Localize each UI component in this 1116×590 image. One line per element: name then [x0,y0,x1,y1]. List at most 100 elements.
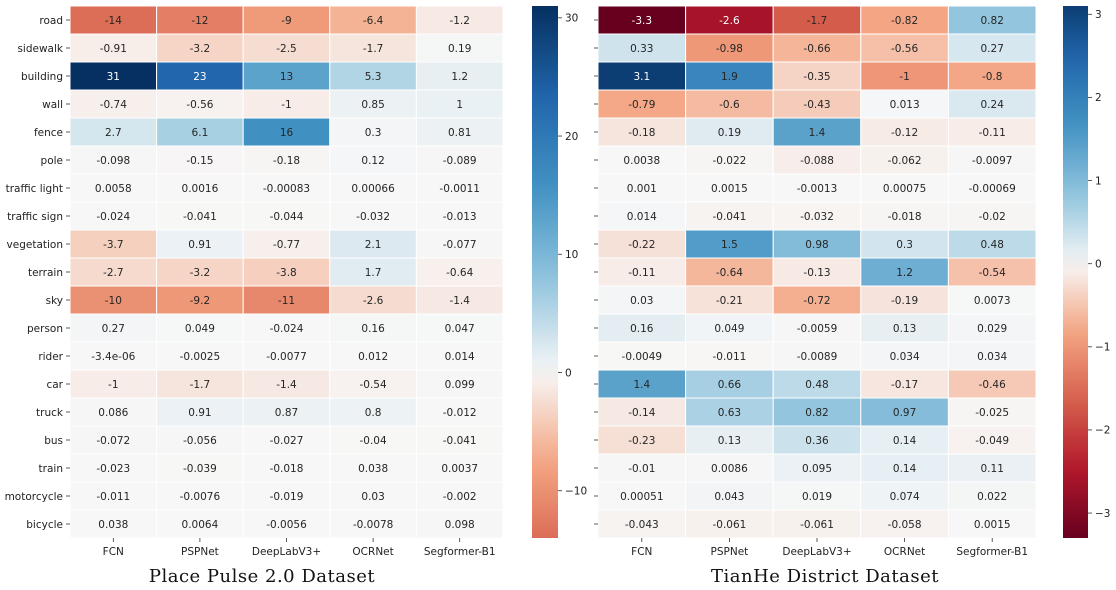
heatmap-cell [947,229,1037,259]
heatmap-cell [772,61,862,91]
heatmap-cell [597,201,687,231]
cell-value-label: -0.049 [975,435,1009,447]
cell-value-label: 31 [107,71,120,83]
heatmap-cell [156,117,244,147]
column-label: Segformer-B1 [956,546,1028,558]
colorbar [1063,6,1088,538]
cell-value-label: -0.15 [186,155,213,167]
cell-value-label: -0.82 [891,15,918,27]
heatmap-cell [685,369,774,399]
heatmap-cell [242,397,331,427]
cell-value-label: 1 [456,99,463,111]
heatmap-cell [329,89,417,119]
cell-value-label: -0.35 [803,71,830,83]
cell-value-label: -0.54 [979,267,1006,279]
heatmap-cell [415,453,504,483]
cell-value-label: -0.02 [979,211,1006,223]
cell-value-label: -0.91 [100,43,127,55]
heatmap-cell [156,61,244,91]
heatmap-cell [947,341,1037,371]
heatmap-cell [597,33,687,63]
heatmap-cell [947,425,1037,455]
cell-value-label: 0.66 [718,379,742,391]
row-label: road [39,15,63,27]
cell-value-label: 0.81 [448,127,471,139]
cell-value-label: -3.4e-06 [91,351,135,363]
colorbar-tick-label: 30 [565,13,578,25]
cell-value-label: -0.022 [712,155,746,167]
row-label: truck [36,407,64,419]
cell-value-label: -9 [281,15,291,27]
cell-value-label: -0.98 [716,43,743,55]
cell-value-label: 0.8 [365,407,382,419]
heatmap-cell [685,257,774,287]
cell-value-label: 0.034 [977,351,1007,363]
heatmap-cell [772,285,862,315]
cell-value-label: -0.0025 [180,351,221,363]
cell-value-label: -0.17 [891,379,918,391]
heatmap-cell [242,285,331,315]
cell-value-label: 0.019 [802,491,832,503]
cell-value-label: -0.13 [803,267,830,279]
heatmap-cell [69,173,158,203]
cell-value-label: 0.97 [893,407,916,419]
cell-value-label: 1.4 [633,379,650,391]
column-label: OCRNet [352,546,393,558]
row-label: terrain [28,267,63,279]
heatmap-cell [947,5,1037,35]
heatmap-cell [772,481,862,511]
colorbar-tick-label: 1 [1095,175,1102,187]
cell-value-label: -0.8 [982,71,1003,83]
heatmap-cell [772,313,862,343]
colorbar-tick-label: 10 [565,249,578,261]
column-label: Segformer-B1 [424,546,496,558]
heatmap-cell [415,257,504,287]
row-label: train [39,463,63,475]
cell-value-label: 0.0064 [182,519,219,531]
heatmap-cell [69,341,158,371]
cell-value-label: -2.6 [363,295,384,307]
cell-value-label: 0.3 [365,127,382,139]
cell-value-label: -1.2 [449,15,470,27]
heatmap-cell [772,229,862,259]
cell-value-label: -0.024 [270,323,304,335]
cell-value-label: 0.27 [981,43,1004,55]
cell-value-label: 1.2 [896,267,913,279]
cell-value-label: -0.56 [186,99,213,111]
cell-value-label: -0.041 [712,211,746,223]
cell-value-label: -0.66 [803,43,830,55]
heatmap-cell [242,425,331,455]
cell-value-label: -0.061 [712,519,746,531]
heatmap-cell [415,341,504,371]
row-label: bicycle [26,519,63,531]
cell-value-label: -0.64 [446,267,473,279]
heatmap-cell [242,453,331,483]
heatmap-cell [685,313,774,343]
cell-value-label: -14 [105,15,122,27]
cell-value-label: -0.04 [360,435,387,447]
heatmap-cell [415,33,504,63]
heatmap-cell [772,425,862,455]
cell-value-label: -0.72 [803,295,830,307]
heatmap-cell [597,117,687,147]
cell-value-label: -6.4 [363,15,384,27]
heatmap-cell [156,229,244,259]
row-label: vegetation [7,239,63,251]
heatmap-cell [69,509,158,539]
heatmap-cell [947,145,1037,175]
cell-value-label: 2.7 [105,127,122,139]
colorbar-tick-label: 3 [1095,9,1102,21]
cell-value-label: 0.014 [445,351,475,363]
cell-value-label: 0.63 [718,407,741,419]
cell-value-label: -0.54 [360,379,387,391]
heatmap-cell [947,397,1037,427]
row-label: car [46,379,63,391]
cell-value-label: -11 [278,295,295,307]
cell-value-label: 0.099 [445,379,475,391]
cell-value-label: 1.2 [451,71,468,83]
heatmap-cell [860,369,949,399]
row-label: sidewalk [17,43,63,55]
cell-value-label: -0.098 [96,155,130,167]
heatmap-cell [685,453,774,483]
